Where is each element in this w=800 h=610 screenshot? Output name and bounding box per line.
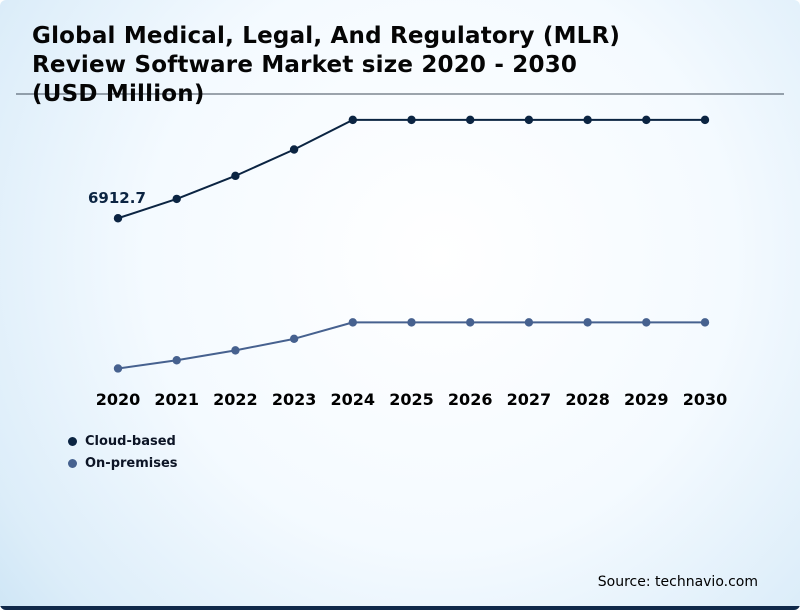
x-axis-label-2027: 2027: [507, 390, 552, 409]
legend-label-cloud-based: Cloud-based: [85, 434, 176, 449]
cloud-based-point-2028: [583, 115, 592, 125]
on-premises-point-2028: [583, 318, 592, 327]
cloud-based-point-2021: [172, 194, 181, 204]
on-premises-point-2027: [524, 318, 534, 327]
cloud-based-point-2023: [289, 145, 299, 154]
cloud-based-point-2025: [407, 115, 416, 125]
legend: Cloud-based On-premises: [68, 434, 178, 471]
x-axis-label-2022: 2022: [213, 390, 258, 409]
cloud-based-series-dot-icon: [68, 437, 77, 446]
cloud-based-line: [117, 118, 705, 220]
on-premises-point-2020: [113, 364, 123, 373]
first-point-value-label: 6912.7: [88, 189, 146, 207]
cloud-based-point-2030: [700, 115, 710, 125]
x-axis-label-2024: 2024: [331, 390, 376, 409]
on-premises-line: [117, 321, 705, 370]
x-axis-label-2028: 2028: [565, 390, 610, 409]
legend-label-on-premises: On-premises: [85, 456, 178, 471]
x-axis-label-2030: 2030: [683, 390, 728, 409]
x-axis-label-2021: 2021: [154, 390, 199, 409]
cloud-based-point-2022: [231, 171, 240, 181]
bottom-edge-bar: [0, 606, 800, 610]
on-premises-point-2023: [289, 334, 299, 344]
legend-item-on-premises: On-premises: [68, 456, 178, 471]
on-premises-point-2024: [348, 318, 357, 327]
cloud-based-point-2027: [524, 115, 534, 125]
source-attribution: Source: technavio.com: [597, 574, 758, 590]
cloud-based-point-2024: [348, 115, 357, 125]
x-axis-label-2023: 2023: [272, 390, 317, 409]
x-axis-label-2020: 2020: [96, 390, 141, 409]
on-premises-point-2026: [466, 318, 475, 327]
x-axis-label-2026: 2026: [448, 390, 493, 409]
on-premises-point-2029: [642, 318, 651, 327]
legend-item-cloud-based: Cloud-based: [68, 434, 178, 449]
on-premises-point-2022: [231, 346, 240, 355]
x-axis-label-2025: 2025: [389, 390, 434, 409]
cloud-based-point-2026: [466, 115, 475, 125]
on-premises-point-2021: [172, 356, 181, 365]
x-axis-label-2029: 2029: [624, 390, 669, 409]
on-premises-series-dot-icon: [68, 459, 77, 468]
cloud-based-point-2029: [642, 115, 651, 125]
cloud-based-point-2020: [113, 214, 123, 223]
chart-title: Global Medical, Legal, And Regulatory (M…: [32, 23, 621, 108]
on-premises-point-2030: [700, 318, 710, 327]
on-premises-point-2025: [407, 318, 416, 327]
